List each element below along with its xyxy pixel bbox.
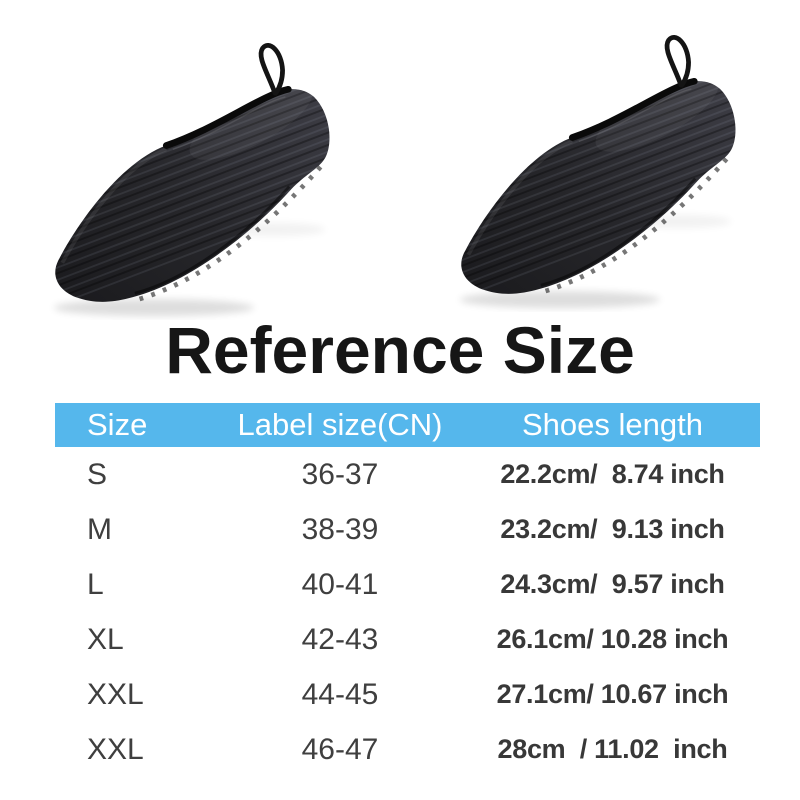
size-cell: XL — [87, 622, 124, 656]
table-row: M 38-39 23.2cm/ 9.13 inch — [55, 502, 760, 557]
table-row: XXL 44-45 27.1cm/ 10.67 inch — [55, 667, 760, 722]
label-size-cell: 38-39 — [301, 512, 379, 546]
water-shoe-left-image — [34, 34, 350, 320]
column-header-shoes-length: Shoes length — [522, 407, 703, 442]
shoes-length-cell: 23.2cm/ 9.13 inch — [500, 514, 725, 544]
size-cell: M — [87, 512, 112, 546]
shoes-length-cell: 22.2cm/ 8.74 inch — [500, 459, 725, 489]
column-header-label-size-cn: Label size(CN) — [237, 407, 443, 442]
size-table: Size Label size(CN) Shoes length S 36-37… — [55, 403, 760, 777]
shoes-length-cell: 28cm / 11.02 inch — [497, 734, 728, 764]
shoes-length-cell: 26.1cm/ 10.28 inch — [496, 624, 729, 654]
label-size-cell: 40-41 — [301, 567, 379, 601]
water-shoe-right-image — [440, 26, 756, 312]
page-title: Reference Size — [165, 313, 635, 387]
size-cell: L — [87, 567, 104, 601]
shoes-length-cell: 24.3cm/ 9.57 inch — [500, 569, 725, 599]
size-cell: S — [87, 457, 108, 491]
table-row: S 36-37 22.2cm/ 8.74 inch — [55, 447, 760, 502]
table-row: XL 42-43 26.1cm/ 10.28 inch — [55, 612, 760, 667]
size-cell: XXL — [87, 732, 144, 766]
table-row: XXL 46-47 28cm / 11.02 inch — [55, 722, 760, 777]
size-cell: XXL — [87, 677, 144, 711]
table-row: L 40-41 24.3cm/ 9.57 inch — [55, 557, 760, 612]
label-size-cell: 44-45 — [301, 677, 379, 711]
product-photos — [0, 0, 800, 330]
label-size-cell: 46-47 — [301, 732, 379, 766]
size-table-header: Size Label size(CN) Shoes length — [55, 403, 760, 447]
label-size-cell: 36-37 — [301, 457, 379, 491]
label-size-cell: 42-43 — [301, 622, 379, 656]
column-header-size: Size — [87, 407, 148, 442]
shoes-length-cell: 27.1cm/ 10.67 inch — [496, 679, 729, 709]
